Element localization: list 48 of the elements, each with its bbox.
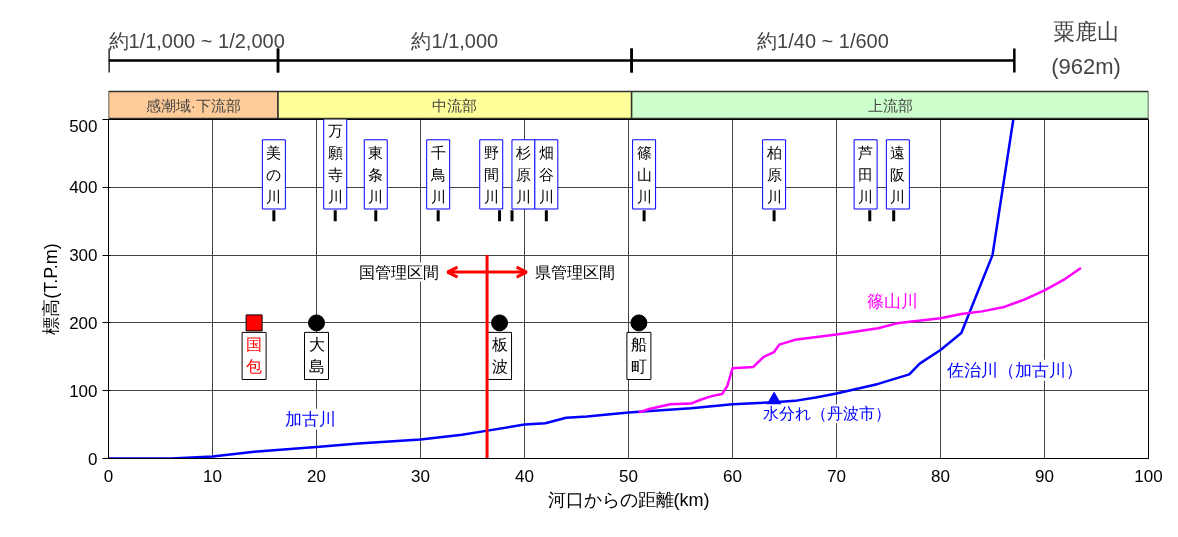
series-label: 船町 xyxy=(630,336,647,376)
x-tick-label: 10 xyxy=(203,466,222,486)
annotation: 篠山川 xyxy=(636,143,652,205)
annotation: 杉原川 xyxy=(514,143,531,205)
x-tick-label: 80 xyxy=(931,466,950,486)
series-label: 篠山川 xyxy=(867,291,919,311)
annotation: 美の川 xyxy=(266,143,282,205)
series-label: 板波 xyxy=(490,336,508,376)
y-axis-title: 標高(T.P.m) xyxy=(41,243,62,335)
annotation: 東条川 xyxy=(368,143,384,205)
text: 約1/40 ~ 1/600 xyxy=(757,29,889,52)
x-tick-label: 70 xyxy=(827,466,846,486)
series-label: 国包 xyxy=(246,336,263,376)
annotation: 佐治川（加古川） xyxy=(946,360,1083,380)
annotation: 国管理区間 xyxy=(359,263,440,281)
annotation: 千鳥川 xyxy=(429,143,446,205)
y-tick-label: 100 xyxy=(69,381,98,401)
annotation: 万願寺川 xyxy=(327,121,343,205)
x-tick-label: 0 xyxy=(103,466,114,486)
text: 約1/1,000 ~ 1/2,000 xyxy=(108,29,285,52)
annotation: 県管理区間 xyxy=(534,263,615,281)
x-axis-title: 河口からの距離(km) xyxy=(547,489,710,510)
annotation: 畑谷川 xyxy=(538,143,554,205)
x-tick-label: 100 xyxy=(1134,466,1163,486)
y-tick-label: 0 xyxy=(88,449,98,469)
series-label: 水分れ（丹波市） xyxy=(762,405,891,423)
y-tick-label: 200 xyxy=(69,313,98,333)
x-tick-label: 60 xyxy=(723,466,742,486)
y-tick-label: 400 xyxy=(69,178,98,198)
annotation: 遠阪川 xyxy=(890,143,906,205)
text: 中流部 xyxy=(432,96,478,114)
y-tick-label: 300 xyxy=(69,246,98,266)
annotation: 野間川 xyxy=(483,143,499,205)
text: 感潮域·下流部 xyxy=(145,96,241,114)
x-tick-label: 50 xyxy=(619,466,638,486)
text: 約1/1,000 xyxy=(411,29,499,52)
series-label: 大島 xyxy=(308,336,325,376)
x-tick-label: 40 xyxy=(515,466,534,486)
x-tick-label: 30 xyxy=(411,466,430,486)
series-label: 加古川 xyxy=(284,409,336,429)
x-tick-label: 20 xyxy=(307,466,326,486)
annotation: 芦田川 xyxy=(858,143,874,205)
annotation: 柏原川 xyxy=(765,143,782,205)
text: 上流部 xyxy=(867,96,913,114)
y-tick-label: 500 xyxy=(69,116,98,136)
x-tick-label: 90 xyxy=(1035,466,1054,486)
text: 粟鹿山 (962m) xyxy=(1051,18,1121,79)
line-series xyxy=(108,119,1015,459)
